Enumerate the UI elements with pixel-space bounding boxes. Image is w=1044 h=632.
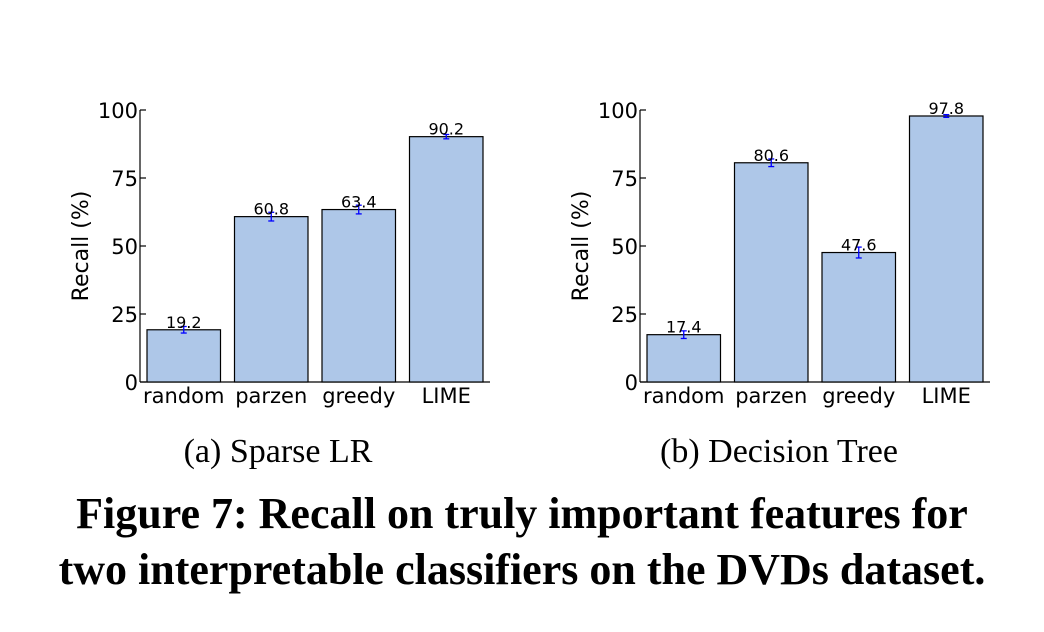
data-label: 47.6 (841, 236, 877, 255)
subcaption-a: (a) Sparse LR (184, 433, 373, 470)
x-tick-label: LIME (422, 384, 471, 408)
x-tick-label: random (143, 384, 224, 408)
y-tick-label: 75 (611, 167, 638, 191)
x-tick-label: greedy (322, 384, 395, 408)
y-axis-label: Recall (%) (69, 191, 94, 302)
y-tick-label: 50 (111, 235, 138, 259)
y-tick-label: 25 (111, 303, 138, 327)
x-tick-label: random (643, 384, 724, 408)
bar (908, 115, 984, 383)
data-label: 97.8 (928, 99, 964, 118)
chart-sparse-lr: 0 25 50 75 100 Recall (%) 19.2 random 60.8 parzen… (69, 99, 490, 408)
bar (646, 334, 722, 383)
y-tick-label: 25 (611, 303, 638, 327)
y-tick-label: 50 (611, 235, 638, 259)
y-tick-label: 100 (598, 99, 638, 123)
data-label: 63.4 (341, 193, 377, 212)
bar (408, 136, 484, 383)
data-label: 19.2 (166, 313, 202, 332)
y-axis-label: Recall (%) (569, 191, 594, 302)
x-tick-label: parzen (235, 384, 307, 408)
y-tick-label: 0 (625, 371, 638, 395)
x-tick-label: LIME (922, 384, 971, 408)
chart-decision-tree: 0 25 50 75 100 Recall (%) 17.4 random 80.6 parzen… (569, 99, 990, 408)
x-tick-label: greedy (822, 384, 895, 408)
bar (821, 251, 897, 383)
y-tick-label: 0 (125, 371, 138, 395)
data-label: 90.2 (428, 120, 464, 139)
y-tick-label: 75 (111, 167, 138, 191)
data-label: 60.8 (253, 200, 289, 219)
data-label: 80.6 (753, 146, 789, 165)
bar (233, 216, 309, 383)
bar (733, 162, 809, 383)
figure-caption-line-2: two interpretable classifiers on the DVD… (58, 545, 986, 594)
x-tick-label: parzen (735, 384, 807, 408)
y-tick-label: 100 (98, 99, 138, 123)
data-label: 17.4 (666, 318, 702, 337)
figure-caption-line-1: Figure 7: Recall on truly important feat… (76, 489, 968, 538)
bar (146, 329, 222, 383)
bar (321, 208, 397, 383)
subcaption-b: (b) Decision Tree (660, 433, 898, 470)
